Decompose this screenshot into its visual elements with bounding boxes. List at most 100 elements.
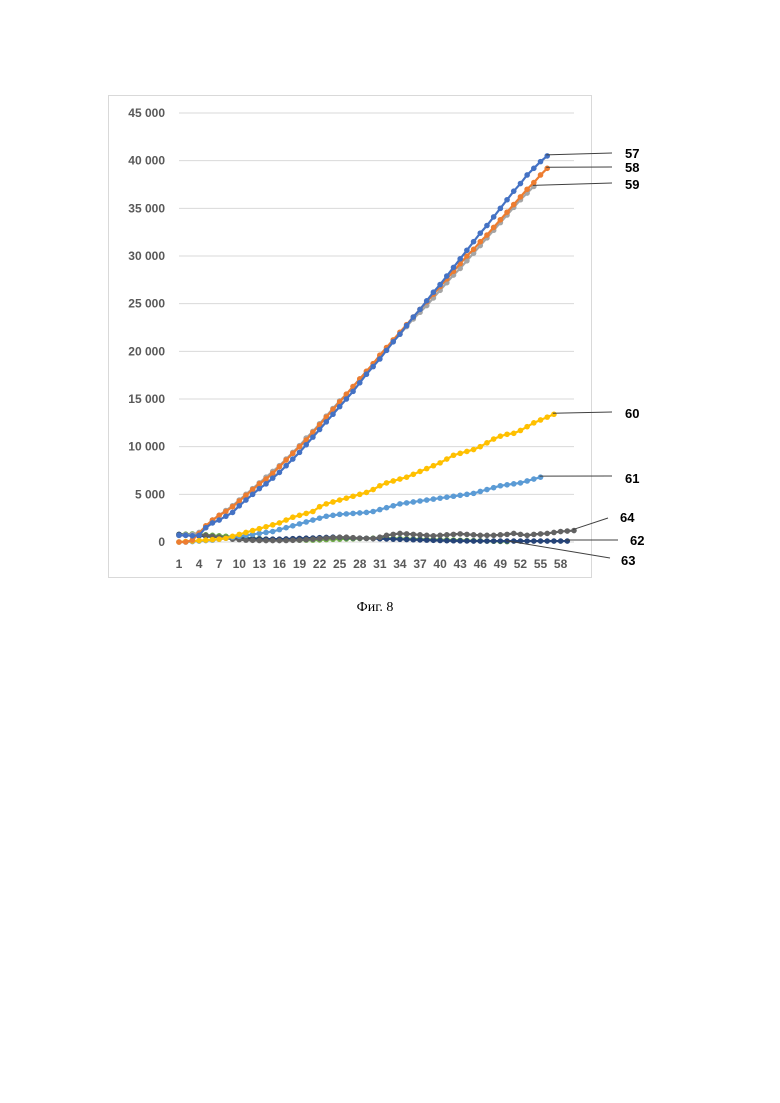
data-point-57	[464, 247, 470, 253]
x-axis-ticks: 1471013161922252831343740434649525558	[176, 557, 568, 571]
data-point-61	[511, 481, 517, 487]
y-tick-label: 25 000	[128, 297, 165, 311]
data-point-60	[424, 466, 430, 472]
data-point-62	[491, 538, 497, 544]
data-point-57	[210, 520, 216, 526]
series-line-59	[179, 186, 534, 535]
x-tick-label: 34	[393, 557, 407, 571]
data-point-58	[216, 513, 222, 519]
data-point-62	[498, 538, 504, 544]
data-point-60	[303, 511, 309, 517]
data-point-57	[230, 510, 236, 516]
data-point-60	[283, 517, 289, 523]
data-point-64	[464, 532, 470, 538]
data-point-64	[498, 532, 504, 538]
data-point-57	[257, 486, 263, 492]
data-point-57	[303, 442, 309, 448]
data-point-57	[297, 450, 303, 456]
data-point-62	[531, 538, 537, 544]
data-point-57	[203, 525, 209, 531]
data-point-62	[477, 538, 483, 544]
data-point-60	[444, 456, 450, 462]
data-point-62	[558, 538, 564, 544]
data-point-62	[444, 538, 450, 544]
data-point-64	[531, 532, 537, 538]
data-point-58	[498, 217, 504, 223]
data-point-57	[364, 371, 370, 377]
data-point-62	[417, 537, 423, 543]
data-point-61	[283, 525, 289, 531]
data-point-58	[504, 209, 510, 215]
data-point-61	[531, 476, 537, 482]
data-point-62	[390, 536, 396, 542]
data-point-64	[551, 530, 557, 536]
data-point-64	[283, 538, 289, 544]
chart-area: 05 00010 00015 00020 00025 00030 00035 0…	[108, 95, 592, 578]
data-point-57	[544, 153, 550, 159]
data-point-60	[223, 535, 229, 541]
data-point-61	[270, 529, 276, 535]
data-point-60	[350, 493, 356, 499]
data-point-64	[477, 533, 483, 539]
data-point-57	[310, 434, 316, 440]
data-point-61	[257, 531, 263, 537]
data-point-64	[437, 533, 443, 539]
data-point-57	[330, 411, 336, 417]
data-point-60	[277, 520, 283, 526]
data-point-64	[297, 537, 303, 543]
data-point-64	[364, 536, 370, 542]
data-point-61	[417, 498, 423, 504]
data-point-58	[223, 509, 229, 515]
data-point-57	[457, 256, 463, 262]
y-tick-label: 20 000	[128, 344, 165, 358]
series-line-60	[179, 414, 554, 542]
data-point-64	[565, 528, 571, 534]
data-point-58	[290, 451, 296, 457]
data-point-64	[384, 533, 390, 539]
data-point-62	[511, 538, 517, 544]
data-point-57	[290, 456, 296, 462]
data-point-61	[498, 483, 504, 489]
data-point-60	[297, 513, 303, 519]
data-point-58	[471, 247, 477, 253]
data-point-60	[384, 480, 390, 486]
data-point-64	[524, 533, 530, 539]
data-point-57	[337, 404, 343, 410]
data-point-60	[498, 433, 504, 439]
data-point-58	[518, 194, 524, 200]
data-point-60	[290, 514, 296, 520]
data-point-57	[511, 188, 517, 194]
data-point-60	[377, 483, 383, 489]
data-point-61	[337, 512, 343, 518]
data-point-61	[524, 478, 530, 484]
data-point-60	[471, 447, 477, 453]
y-tick-label: 15 000	[128, 392, 165, 406]
series-label-64: 64	[620, 510, 635, 525]
data-point-60	[196, 538, 202, 544]
data-point-60	[310, 509, 316, 515]
data-point-60	[357, 492, 363, 498]
data-point-57	[471, 239, 477, 245]
data-point-58	[477, 239, 483, 245]
data-point-57	[384, 348, 390, 354]
y-tick-label: 40 000	[128, 154, 165, 168]
data-point-57	[531, 165, 537, 171]
data-point-62	[471, 538, 477, 544]
line-chart: 05 00010 00015 00020 00025 00030 00035 0…	[109, 96, 593, 579]
data-point-60	[390, 478, 396, 484]
data-point-57	[350, 389, 356, 395]
data-point-60	[364, 490, 370, 496]
series-label-59: 59	[625, 177, 639, 192]
x-tick-label: 13	[253, 557, 267, 571]
data-point-58	[484, 232, 490, 238]
data-point-60	[323, 501, 329, 507]
data-point-62	[538, 538, 544, 544]
data-point-61	[370, 509, 376, 515]
data-point-64	[357, 535, 363, 541]
data-point-61	[357, 510, 363, 516]
x-tick-label: 46	[474, 557, 488, 571]
x-tick-label: 25	[333, 557, 347, 571]
data-point-60	[216, 536, 222, 542]
data-point-57	[390, 339, 396, 345]
data-point-60	[370, 487, 376, 493]
